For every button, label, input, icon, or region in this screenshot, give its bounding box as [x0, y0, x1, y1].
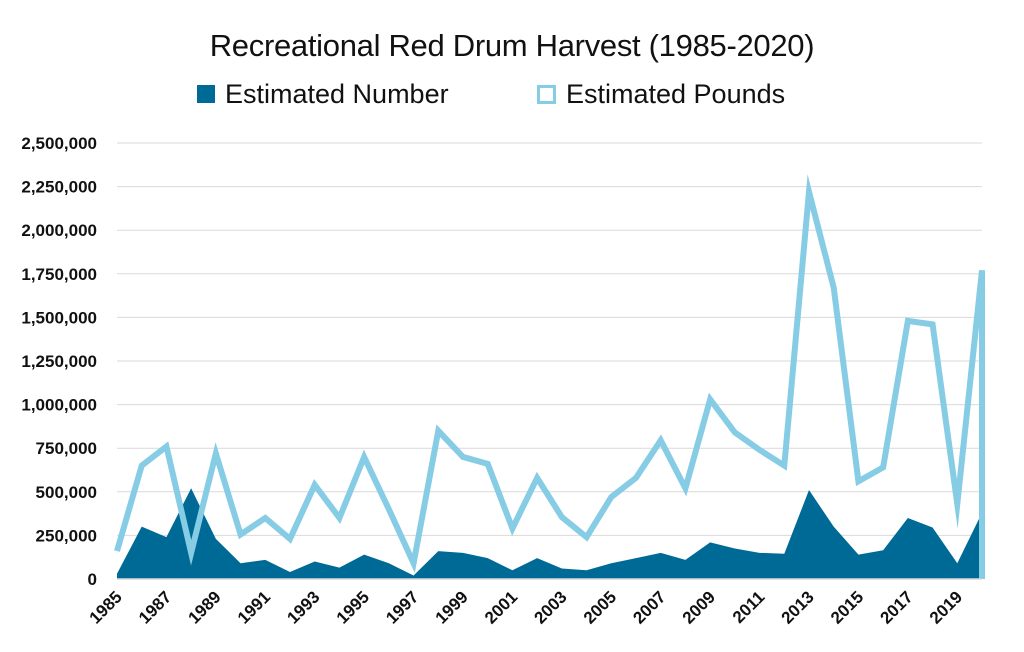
x-tick-label: 1997 [382, 587, 422, 627]
chart-title: Recreational Red Drum Harvest (1985-2020… [209, 28, 815, 63]
x-tick-label: 2013 [778, 587, 818, 627]
y-tick-label: 2,250,000 [21, 178, 97, 197]
x-tick-label: 2005 [580, 587, 620, 627]
y-tick-label: 1,250,000 [21, 352, 97, 371]
area-series-estimated-number [117, 488, 982, 579]
x-tick-label: 2017 [877, 587, 917, 627]
x-tick-label: 1989 [185, 587, 225, 627]
legend-item-estimated-pounds: Estimated Pounds [537, 78, 785, 110]
x-tick-label: 2001 [481, 587, 521, 627]
x-tick-label: 2007 [629, 587, 669, 627]
x-tick-label: 1985 [86, 587, 126, 627]
x-tick-label: 1987 [135, 587, 175, 627]
x-tick-label: 2019 [926, 587, 966, 627]
y-tick-label: 750,000 [36, 439, 97, 458]
legend-swatch-estimated-number [197, 85, 215, 103]
y-tick-label: 250,000 [36, 526, 97, 545]
y-tick-label: 2,000,000 [21, 221, 97, 240]
y-tick-label: 1,500,000 [21, 308, 97, 327]
x-tick-label: 1995 [333, 587, 373, 627]
y-tick-label: 2,500,000 [21, 134, 97, 153]
legend-label-estimated-pounds: Estimated Pounds [566, 78, 786, 109]
x-tick-label: 2011 [729, 587, 769, 627]
line-series-estimated-pounds [114, 174, 985, 579]
x-tick-label: 2009 [679, 587, 719, 627]
x-tick-label: 2015 [827, 587, 867, 627]
x-tick-label: 1991 [234, 587, 274, 627]
y-tick-label: 0 [88, 570, 97, 589]
x-tick-label: 1999 [432, 587, 472, 627]
legend-swatch-estimated-pounds [537, 84, 556, 104]
y-tick-label: 500,000 [36, 483, 97, 502]
y-tick-label: 1,000,000 [21, 396, 97, 415]
legend-item-estimated-number: Estimated Number [197, 78, 449, 110]
x-tick-label: 1993 [283, 587, 323, 627]
legend-label-estimated-number: Estimated Number [225, 78, 449, 109]
x-tick-label: 2003 [531, 587, 571, 627]
y-tick-label: 1,750,000 [21, 265, 97, 284]
